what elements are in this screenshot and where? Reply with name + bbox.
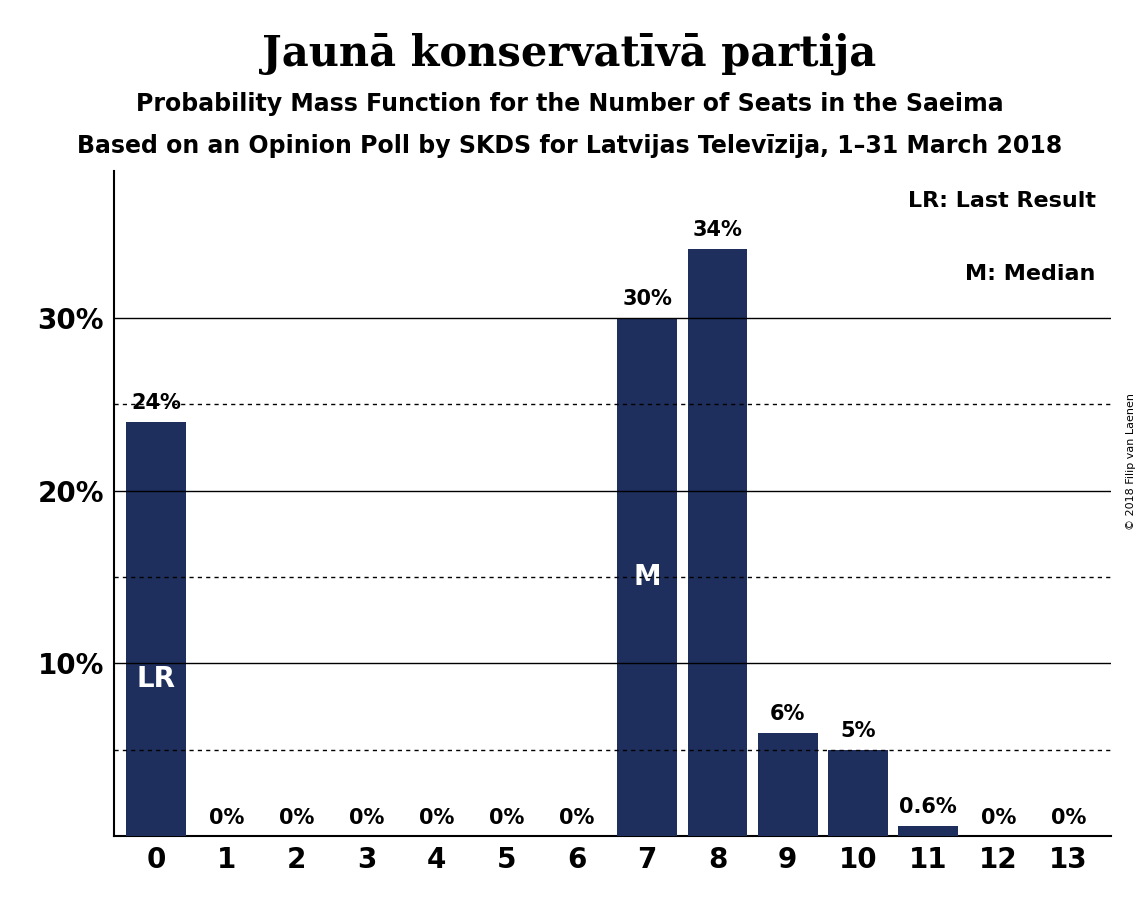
Bar: [899, 826, 958, 836]
Text: 0%: 0%: [981, 808, 1016, 828]
Text: 0%: 0%: [559, 808, 595, 828]
Text: © 2018 Filip van Laenen: © 2018 Filip van Laenen: [1126, 394, 1136, 530]
Bar: [126, 421, 186, 836]
Text: 0.6%: 0.6%: [899, 797, 957, 817]
Text: 0%: 0%: [349, 808, 384, 828]
Text: 0%: 0%: [1050, 808, 1087, 828]
Text: M: M: [633, 563, 661, 591]
Text: 5%: 5%: [841, 721, 876, 741]
Text: M: Median: M: Median: [965, 264, 1096, 284]
Bar: [757, 733, 818, 836]
Text: LR: LR: [137, 664, 175, 693]
Text: 0%: 0%: [279, 808, 314, 828]
Text: 6%: 6%: [770, 704, 805, 723]
Text: 24%: 24%: [131, 393, 181, 413]
Text: Jaunā konservatīvā partija: Jaunā konservatīvā partija: [262, 32, 877, 75]
Text: Based on an Opinion Poll by SKDS for Latvijas Televīzija, 1–31 March 2018: Based on an Opinion Poll by SKDS for Lat…: [76, 134, 1063, 158]
Bar: [617, 318, 677, 836]
Text: 0%: 0%: [490, 808, 525, 828]
Text: 34%: 34%: [693, 220, 743, 240]
Text: LR: Last Result: LR: Last Result: [908, 191, 1096, 211]
Text: 0%: 0%: [419, 808, 454, 828]
Text: Probability Mass Function for the Number of Seats in the Saeima: Probability Mass Function for the Number…: [136, 92, 1003, 116]
Bar: [688, 249, 747, 836]
Text: 0%: 0%: [208, 808, 244, 828]
Text: 30%: 30%: [622, 289, 672, 310]
Bar: [828, 749, 887, 836]
